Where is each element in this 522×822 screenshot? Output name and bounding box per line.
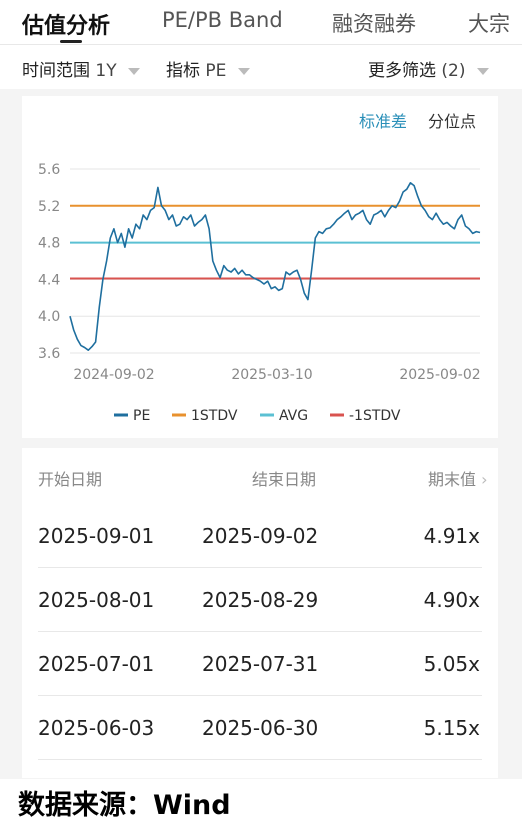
x-tick-label: 2024-09-02 (73, 367, 154, 383)
tab-pe-pb-band[interactable]: PE/PB Band (162, 8, 283, 32)
y-tick-label: 5.6 (38, 162, 60, 178)
row-divider (38, 631, 482, 632)
more-filters[interactable]: 更多筛选 (2) (368, 56, 489, 81)
row-end-date: 2025-06-30 (202, 716, 319, 740)
tab-block-trade[interactable]: 大宗 (468, 12, 510, 36)
table-row[interactable]: 2025-06-03 2025-06-30 5.15x (22, 696, 498, 760)
percentile-toggle[interactable]: 分位点 (428, 112, 477, 131)
row-end-date: 2025-07-31 (202, 652, 319, 676)
tab-margin-trading[interactable]: 融资融券 (332, 12, 416, 36)
data-source-note: 数据来源：Wind (18, 790, 231, 821)
time-range-dropdown-icon (128, 67, 141, 75)
filter-bar: 时间范围 1Y 指标 PE 更多筛选 (2) (0, 45, 522, 89)
table-row[interactable]: 2025-09-01 2025-09-02 4.91x (22, 504, 498, 568)
y-tick-label: 5.2 (38, 199, 60, 215)
legend-label: AVG (279, 408, 308, 424)
y-tick-label: 4.8 (38, 236, 60, 252)
y-tick-label: 3.6 (38, 346, 60, 362)
row-value: 4.90x (423, 588, 480, 612)
time-range-filter[interactable]: 时间范围 1Y (22, 56, 141, 81)
std-dev-toggle[interactable]: 标准差 (359, 112, 408, 131)
row-divider (38, 759, 482, 760)
chart-card: 标准差 分位点 5.6 5.2 4.8 4.4 4.0 3.6 2024-09-02 2025… (22, 96, 498, 438)
legend-label: 1STDV (191, 408, 238, 424)
row-start-date: 2025-09-01 (38, 524, 155, 548)
row-value: 5.05x (423, 652, 480, 676)
row-start-date: 2025-06-03 (38, 716, 155, 740)
pe-chart: 5.6 5.2 4.8 4.4 4.0 3.6 2024-09-02 2025-03-10 20… (38, 162, 481, 424)
legend-label: PE (133, 408, 150, 424)
row-divider (38, 567, 482, 568)
x-tick-label: 2025-09-02 (399, 367, 480, 383)
data-table: 开始日期 结束日期 期末值 › 2025-09-01 2025-09-02 4.… (22, 448, 498, 778)
table-row[interactable]: 2025-08-01 2025-08-29 4.90x (22, 568, 498, 632)
header-start-date: 开始日期 (38, 470, 103, 489)
header-divider (0, 44, 522, 45)
legend-label: -1STDV (349, 408, 401, 424)
more-filters-count: (2) (441, 61, 466, 81)
metric-value: PE (205, 61, 227, 81)
row-start-date: 2025-08-01 (38, 588, 155, 612)
chevron-right-icon: › (481, 470, 488, 489)
metric-label: 指标 (166, 61, 200, 81)
metric-dropdown-icon (237, 67, 250, 75)
header-period-end-value[interactable]: 期末值 › (428, 466, 488, 490)
x-tick-label: 2025-03-10 (231, 367, 312, 383)
row-value: 4.91x (423, 524, 480, 548)
top-tab-bar: 估值分析 PE/PB Band 融资融券 大宗 (0, 0, 522, 44)
y-tick-label: 4.4 (38, 272, 60, 288)
metric-filter[interactable]: 指标 PE (166, 56, 250, 81)
table-header: 开始日期 结束日期 期末值 › (22, 448, 498, 504)
header-period-end-value-label: 期末值 (428, 470, 477, 489)
row-value: 5.15x (423, 716, 480, 740)
row-end-date: 2025-09-02 (202, 524, 319, 548)
row-start-date: 2025-07-01 (38, 652, 155, 676)
row-end-date: 2025-08-29 (202, 588, 319, 612)
tab-valuation[interactable]: 估值分析 (22, 14, 111, 39)
active-tab-indicator (60, 40, 82, 43)
footer: 数据来源：Wind (0, 779, 522, 822)
series-line-pe (69, 182, 481, 351)
more-filters-label: 更多筛选 (368, 61, 436, 81)
table-row[interactable]: 2025-07-01 2025-07-31 5.05x (22, 632, 498, 696)
header-end-date: 结束日期 (252, 470, 317, 489)
time-range-value: 1Y (95, 61, 117, 81)
row-divider (38, 695, 482, 696)
time-range-label: 时间范围 (22, 61, 90, 81)
y-tick-label: 4.0 (38, 309, 60, 325)
more-filters-dropdown-icon (476, 67, 489, 75)
